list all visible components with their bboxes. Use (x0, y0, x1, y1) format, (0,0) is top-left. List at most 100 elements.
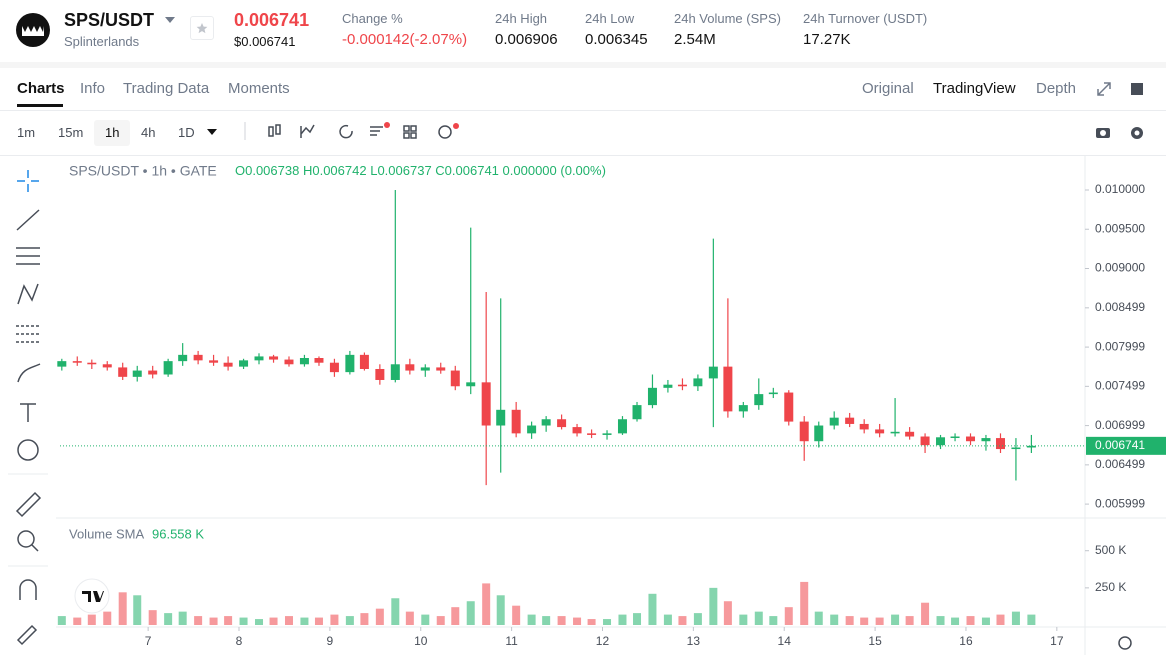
volume-bar (754, 611, 763, 625)
x-tick-label: 11 (505, 634, 518, 648)
volume-bar (814, 611, 823, 625)
candle-body (617, 419, 627, 434)
x-tick-label: 14 (778, 634, 792, 648)
candle-body (148, 370, 158, 375)
view-tab[interactable]: TradingView (933, 80, 1016, 97)
candle-body (905, 431, 915, 437)
candle-body (693, 378, 703, 387)
interval[interactable]: 1h (105, 125, 120, 140)
tv-logo[interactable] (74, 578, 110, 614)
divider (0, 155, 1166, 156)
candle-body (209, 360, 219, 363)
dropdown-arrow[interactable] (164, 15, 176, 25)
candle-body (1011, 447, 1021, 450)
volume-bar (618, 614, 627, 625)
divider (0, 110, 1166, 111)
candle-body (405, 364, 415, 371)
stat-value: -0.000142(-2.07%) (342, 31, 468, 48)
volume-bar (391, 598, 400, 625)
candle-body (572, 427, 582, 434)
stat-label: 24h Volume (SPS) (674, 11, 781, 26)
volume-bar (103, 611, 112, 625)
price: 0.006741 (234, 10, 310, 30)
chart: SPS/USDT • 1h • GATE O0.006738 H0.006742… (56, 155, 1166, 655)
volume-bar (693, 613, 702, 625)
chart-settings[interactable] (1094, 124, 1146, 142)
tab[interactable]: Trading Data (123, 80, 210, 97)
y-tick-label: 0.009500 (1095, 221, 1145, 235)
candle-body (87, 362, 97, 365)
candle-body (677, 384, 687, 387)
candle-body (647, 387, 657, 406)
candle-body (829, 417, 839, 426)
volume-bar (482, 583, 491, 625)
volume-bar (981, 617, 990, 625)
price-usd: $0.006741 (234, 34, 296, 49)
volume-bar (830, 614, 839, 625)
volume-bar (633, 613, 642, 625)
tab[interactable]: Info (80, 80, 106, 97)
volume-bar (891, 614, 900, 625)
candle-body (132, 370, 142, 377)
candle-body (239, 360, 249, 367)
candle-body (557, 419, 567, 428)
volume-bar (178, 611, 187, 625)
volume-bar (512, 605, 521, 625)
candle-body (223, 362, 233, 367)
candle-body (632, 405, 642, 420)
x-tick-label: 7 (145, 634, 152, 648)
tab[interactable]: Charts (17, 80, 65, 97)
candle-body (981, 438, 991, 442)
candle-body (920, 436, 930, 446)
volume-bar (314, 617, 323, 625)
stat-label: Change % (342, 11, 403, 26)
candle-body (799, 421, 809, 442)
volume-bar (360, 613, 369, 625)
chart-title: SPS/USDT • 1h • GATE (69, 163, 217, 179)
stat-label: 24h Turnover (USDT) (803, 11, 928, 26)
stat-value: 0.006345 (585, 31, 648, 48)
candle-body (254, 356, 264, 361)
volume-bar (330, 614, 339, 625)
candle-body (375, 368, 385, 380)
chart-tools[interactable] (205, 118, 465, 146)
interval[interactable]: 1m (17, 125, 36, 140)
stat-value: 0.006906 (495, 31, 558, 48)
candle-body (754, 394, 764, 406)
interval[interactable]: 1D (178, 125, 195, 140)
x-tick-label: 15 (868, 634, 882, 648)
volume-bar (164, 613, 173, 625)
y-tick-label: 0.007499 (1095, 379, 1145, 393)
volume-bar (284, 616, 293, 625)
symbol[interactable]: SPS/USDT (64, 10, 155, 30)
view-tab[interactable]: Depth (1036, 80, 1077, 97)
candle-body (966, 436, 976, 442)
interval[interactable]: 15m (58, 125, 84, 140)
candle-body (663, 384, 673, 388)
logo (16, 13, 50, 47)
interval[interactable]: 4h (141, 125, 156, 140)
volume-title: Volume SMA (69, 526, 144, 541)
volume-bar (194, 616, 203, 625)
volume-bar (573, 617, 582, 625)
view-tab[interactable]: Original (862, 80, 914, 97)
volume-bar (496, 595, 505, 625)
ohlc-low: L0.006737 (370, 163, 431, 178)
drawing-toolbar[interactable] (0, 156, 56, 655)
volume-sma: 96.558 K (152, 526, 204, 541)
volume-bar (375, 608, 384, 625)
last-price-label: 0.006741 (1095, 438, 1145, 452)
volume-bar (739, 614, 748, 625)
volume-bar (603, 619, 612, 625)
volume-bar (466, 601, 475, 625)
volume-bar (118, 592, 127, 625)
candle-body (163, 361, 173, 375)
volume-bar (769, 616, 778, 625)
tab[interactable]: Moments (228, 80, 290, 97)
axis-settings[interactable] (1118, 636, 1132, 650)
volume-bar (57, 616, 66, 625)
x-tick-label: 12 (596, 634, 610, 648)
favorite[interactable] (190, 16, 214, 40)
view-icons[interactable] (1096, 81, 1146, 97)
